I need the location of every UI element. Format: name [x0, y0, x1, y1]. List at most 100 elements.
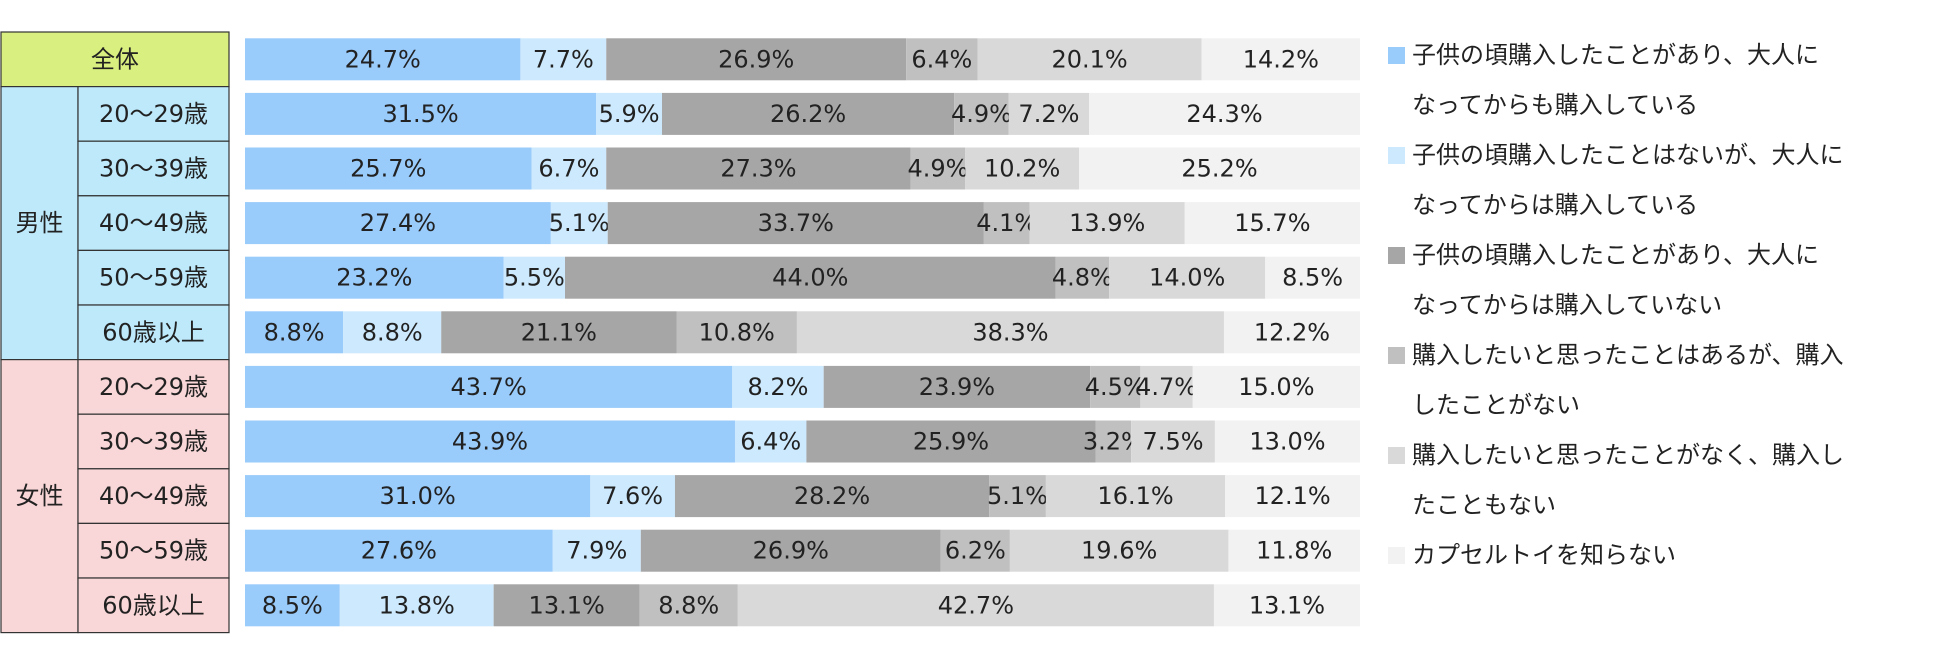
bar-segment — [245, 147, 532, 190]
legend-label-line: 子供の頃購入したことはないが、大人に — [1412, 141, 1844, 169]
legend-item: 購入したいと思ったことがなく、購入し たこともない — [1388, 430, 1908, 530]
data-label: 8.8% — [658, 591, 719, 619]
bar-segment — [1045, 475, 1226, 518]
data-label: 7.2% — [1018, 100, 1079, 128]
data-label: 15.0% — [1238, 373, 1314, 401]
data-label: 31.0% — [380, 482, 456, 510]
data-label: 5.9% — [599, 100, 660, 128]
bar-segment — [245, 202, 551, 245]
data-label: 14.0% — [1149, 264, 1225, 292]
data-label: 6.2% — [945, 537, 1006, 565]
bar-segment — [806, 420, 1096, 463]
group-label: 女性 — [16, 482, 64, 510]
bar-segment — [606, 38, 907, 81]
bar-segment — [1009, 529, 1229, 572]
data-label: 12.2% — [1254, 318, 1330, 346]
bar-segment — [550, 202, 608, 245]
bar-segment — [1131, 420, 1215, 463]
legend-item: カプセルトイを知らない — [1388, 530, 1908, 580]
data-label: 12.1% — [1254, 482, 1330, 510]
legend-item: 子供の頃購入したことはないが、大人に なってからは購入している — [1388, 130, 1908, 230]
data-label: 19.6% — [1081, 537, 1157, 565]
bar-segment — [1008, 92, 1090, 135]
bar-segment — [1079, 147, 1360, 190]
bar-segment — [245, 529, 553, 572]
bar-segment — [1228, 529, 1360, 572]
group-label-cell — [0, 359, 79, 634]
data-label: 27.3% — [720, 155, 796, 183]
data-label: 23.2% — [336, 264, 412, 292]
bar-segment — [906, 38, 978, 81]
bar-segment — [565, 256, 1056, 299]
data-label: 26.2% — [770, 100, 846, 128]
data-label: 25.9% — [913, 428, 989, 456]
bar-segment — [1223, 311, 1360, 354]
group-label-cell — [0, 85, 79, 361]
age-label-cell — [77, 85, 230, 142]
data-label: 4.8% — [1052, 264, 1113, 292]
bar-segment — [245, 38, 521, 81]
bar-segment — [245, 365, 733, 408]
bar-segment — [552, 529, 641, 572]
bar-segment — [1089, 92, 1360, 135]
bar-segment — [1109, 256, 1266, 299]
data-label: 8.8% — [362, 318, 423, 346]
bar-segment — [977, 38, 1202, 81]
bar-segment — [493, 584, 640, 627]
bar-segment — [737, 584, 1214, 627]
data-label: 5.1% — [987, 482, 1048, 510]
age-label: 50～59歳 — [99, 264, 208, 292]
data-label: 7.6% — [602, 482, 663, 510]
age-label-cell — [77, 304, 230, 361]
bar-segment — [676, 311, 797, 354]
bar-segment — [983, 202, 1030, 245]
data-label: 33.7% — [758, 209, 834, 237]
data-label: 27.4% — [360, 209, 436, 237]
bar-segment — [823, 365, 1091, 408]
data-label: 8.5% — [262, 591, 323, 619]
age-label-cell — [77, 359, 230, 415]
data-label: 5.5% — [504, 264, 565, 292]
bar-segment — [520, 38, 607, 81]
data-label: 16.1% — [1097, 482, 1173, 510]
bar-segment — [590, 475, 675, 518]
bar-segment — [1095, 420, 1132, 463]
data-label: 27.6% — [361, 537, 437, 565]
legend-item: 購入したいと思ったことはあるが、購入 したことがない — [1388, 330, 1908, 430]
data-label: 13.8% — [379, 591, 455, 619]
bar-segment — [1184, 202, 1360, 245]
data-label: 7.7% — [533, 45, 594, 73]
data-label: 44.0% — [772, 264, 848, 292]
bar-segment — [734, 420, 807, 463]
bar-segment — [1029, 202, 1185, 245]
bar-segment — [1140, 365, 1193, 408]
bar-segment — [339, 584, 494, 627]
legend-swatch — [1388, 247, 1405, 264]
data-label: 13.0% — [1249, 428, 1325, 456]
data-label: 43.7% — [451, 373, 527, 401]
bar-segment — [1192, 365, 1360, 408]
bar-segment — [1225, 475, 1360, 518]
data-label: 14.2% — [1243, 45, 1319, 73]
data-label: 42.7% — [938, 591, 1014, 619]
age-label-cell — [77, 577, 230, 634]
bar-segment — [245, 92, 597, 135]
bar-segment — [1090, 365, 1141, 408]
age-label: 50～59歳 — [99, 537, 208, 565]
data-label: 13.9% — [1069, 209, 1145, 237]
bar-segment — [662, 92, 955, 135]
bar-segment — [1055, 256, 1110, 299]
bar-plot-area: 24.7% 7.7% 26.9% 6.4% 20.1% 14.2% 31.5% 5.9% 26.… — [245, 38, 1360, 627]
age-label-cell — [77, 468, 230, 524]
data-label: 26.9% — [753, 537, 829, 565]
legend-label-line: なってからも購入している — [1412, 91, 1699, 119]
bar-segment — [607, 202, 984, 245]
data-label: 20.1% — [1051, 45, 1127, 73]
data-label: 4.5% — [1085, 373, 1146, 401]
data-label: 31.5% — [382, 100, 458, 128]
group-label: 男性 — [16, 209, 64, 237]
bar-segment — [1213, 584, 1360, 627]
legend-swatch — [1388, 347, 1405, 364]
bar-segment — [1214, 420, 1360, 463]
legend-swatch — [1388, 547, 1405, 564]
